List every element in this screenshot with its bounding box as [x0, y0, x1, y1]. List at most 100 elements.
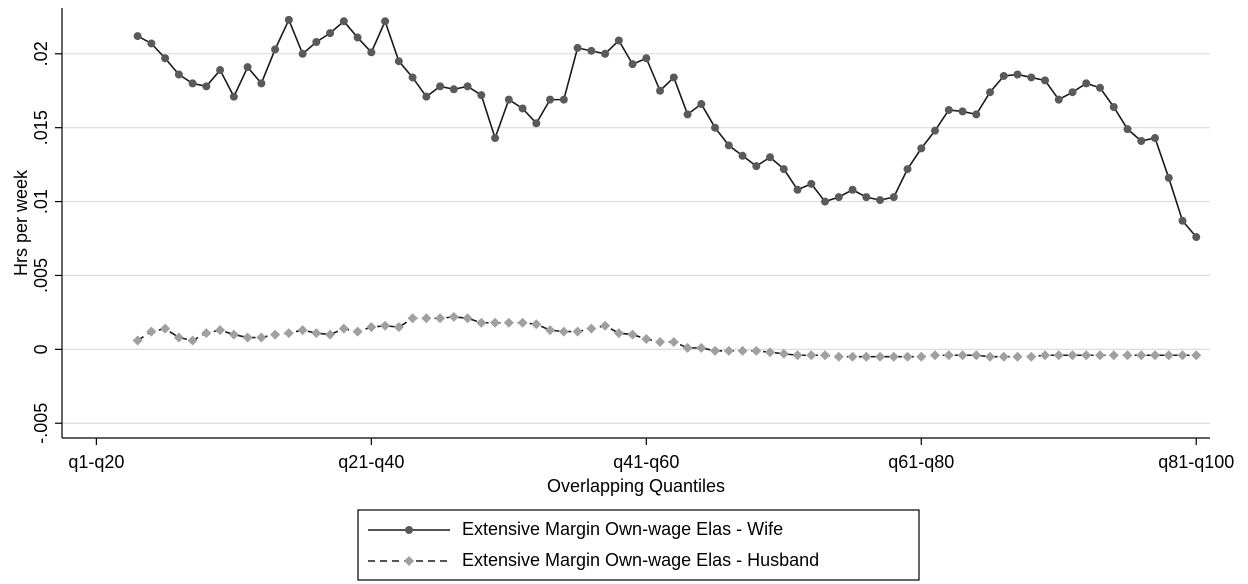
data-point — [517, 317, 528, 328]
data-point — [1067, 350, 1078, 361]
data-point — [999, 71, 1008, 80]
data-point — [477, 91, 486, 100]
data-point — [821, 197, 830, 206]
data-point — [1177, 350, 1188, 361]
x-axis-title: Overlapping Quantiles — [547, 476, 725, 496]
data-point — [682, 342, 693, 353]
data-point — [738, 151, 747, 160]
x-tick-label: q41-q60 — [613, 452, 679, 472]
data-point — [642, 54, 651, 63]
data-point — [201, 328, 212, 339]
data-point — [133, 32, 142, 41]
data-point — [408, 73, 417, 82]
data-point — [147, 39, 156, 48]
data-point — [491, 134, 500, 143]
data-point — [243, 63, 252, 72]
legend-marker — [405, 526, 413, 534]
data-point — [297, 325, 308, 336]
data-point — [971, 350, 982, 361]
data-point — [1136, 350, 1147, 361]
data-point — [587, 46, 596, 55]
data-point — [751, 345, 762, 356]
data-point — [326, 29, 335, 38]
data-point — [573, 43, 582, 52]
data-point — [161, 54, 170, 63]
data-point — [1013, 70, 1022, 79]
data-point — [257, 79, 266, 88]
y-tick-label: 0 — [31, 344, 51, 354]
data-point — [353, 33, 362, 42]
data-point — [656, 86, 665, 95]
data-point — [1137, 136, 1146, 145]
data-point — [1123, 125, 1132, 134]
data-point — [352, 326, 363, 337]
data-point — [572, 326, 583, 337]
data-point — [256, 332, 267, 343]
data-point — [586, 323, 597, 334]
data-point — [1095, 350, 1106, 361]
data-point — [806, 350, 817, 361]
data-point — [531, 319, 542, 330]
data-point — [834, 193, 843, 202]
data-point — [1068, 88, 1077, 97]
data-point — [711, 123, 720, 132]
data-point — [737, 345, 748, 356]
data-point — [723, 345, 734, 356]
data-point — [1096, 83, 1105, 92]
y-tick-label: .015 — [31, 110, 51, 145]
data-point — [710, 345, 721, 356]
data-point — [242, 332, 253, 343]
x-tick-label: q61-q80 — [888, 452, 954, 472]
data-point — [902, 351, 913, 362]
data-point — [916, 351, 927, 362]
data-point — [943, 350, 954, 361]
data-point — [559, 95, 568, 104]
data-point — [545, 325, 556, 336]
data-point — [903, 165, 912, 174]
data-point — [1192, 233, 1201, 242]
data-point — [1163, 350, 1174, 361]
y-tick-label: .02 — [31, 41, 51, 66]
data-point — [1164, 173, 1173, 182]
data-point — [807, 179, 816, 188]
data-point — [888, 351, 899, 362]
data-point — [1053, 350, 1064, 361]
data-point — [628, 60, 637, 69]
y-axis-title: Hrs per week — [11, 169, 31, 276]
data-point — [380, 320, 391, 331]
data-point — [1012, 351, 1023, 362]
data-point — [188, 79, 197, 88]
data-point — [421, 313, 432, 324]
data-point — [847, 351, 858, 362]
data-point — [861, 351, 872, 362]
data-point — [1041, 76, 1050, 85]
data-point — [793, 185, 802, 194]
data-point — [449, 85, 458, 94]
data-point — [668, 336, 679, 347]
data-point — [600, 320, 611, 331]
data-point — [972, 110, 981, 119]
data-point — [930, 350, 941, 361]
data-point — [724, 141, 733, 150]
data-point — [875, 351, 886, 362]
data-point — [1150, 350, 1161, 361]
y-tick-label: .005 — [31, 258, 51, 293]
data-point — [765, 347, 776, 358]
data-point — [752, 162, 761, 171]
data-point — [876, 196, 885, 205]
data-point — [393, 322, 404, 333]
data-point — [1178, 216, 1187, 225]
legend-label: Extensive Margin Own-wage Elas - Wife — [462, 519, 783, 539]
data-point — [614, 36, 623, 45]
data-point — [696, 342, 707, 353]
data-point — [944, 105, 953, 114]
data-point — [1082, 79, 1091, 88]
data-point — [986, 88, 995, 97]
data-point — [985, 351, 996, 362]
data-point — [627, 329, 638, 340]
data-point — [848, 185, 857, 194]
legend-marker — [404, 556, 414, 566]
data-point — [160, 323, 171, 334]
data-point — [338, 323, 349, 334]
